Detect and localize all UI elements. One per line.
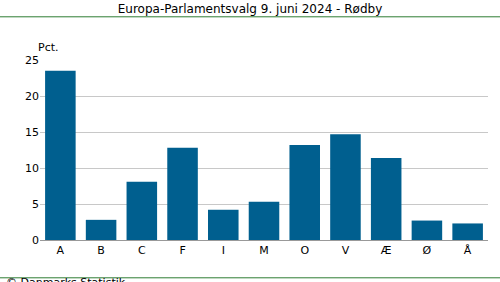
svg-text:10: 10	[25, 162, 39, 175]
svg-text:Pct.: Pct.	[38, 41, 59, 54]
svg-text:0: 0	[32, 234, 39, 247]
svg-text:B: B	[97, 244, 105, 257]
svg-text:C: C	[138, 244, 146, 257]
svg-text:© Danmarks Statistik: © Danmarks Statistik	[6, 276, 126, 282]
svg-text:25: 25	[25, 54, 39, 67]
svg-text:I: I	[222, 244, 225, 257]
svg-text:Å: Å	[464, 244, 472, 257]
svg-text:Ø: Ø	[423, 244, 432, 257]
svg-text:5: 5	[32, 198, 39, 211]
svg-text:Europa-Parlamentsvalg 9. juni: Europa-Parlamentsvalg 9. juni 2024 - Rød…	[118, 2, 383, 16]
svg-text:15: 15	[25, 126, 39, 139]
svg-text:O: O	[300, 244, 309, 257]
svg-text:Æ: Æ	[381, 244, 392, 257]
svg-text:20: 20	[25, 90, 39, 103]
svg-text:M: M	[259, 244, 269, 257]
svg-text:V: V	[342, 244, 350, 257]
svg-text:A: A	[57, 244, 65, 257]
svg-text:F: F	[179, 244, 185, 257]
